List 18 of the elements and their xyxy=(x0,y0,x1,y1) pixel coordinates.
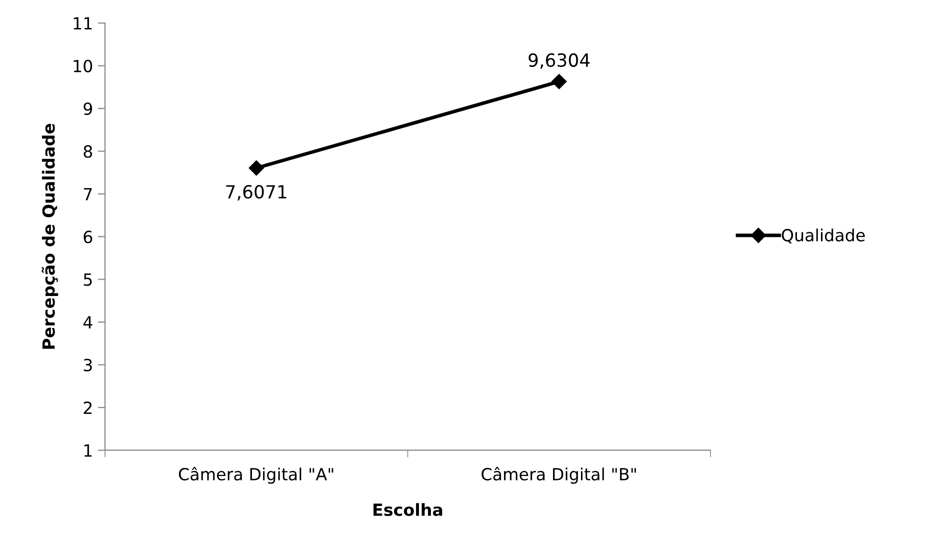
y-tick-label: 7 xyxy=(84,188,92,200)
y-tick-label: 9 xyxy=(84,102,92,116)
y-tick-label: 2 xyxy=(84,401,92,414)
legend-label: Qualidade xyxy=(782,228,865,244)
x-axis-title: Escolha xyxy=(374,503,442,516)
x-tick-label: Câmera Digital "B" xyxy=(482,466,636,484)
y-tick-label: 3 xyxy=(84,358,92,372)
y-tick-label: 8 xyxy=(84,145,92,158)
data-label: 7,6071 xyxy=(226,184,286,200)
x-tick-label: Câmera Digital "A" xyxy=(178,466,334,484)
y-tick-label: 1 xyxy=(84,444,92,457)
data-label: 9,6304 xyxy=(528,53,590,69)
y-axis-title: Percepção de Qualidade xyxy=(42,124,58,349)
y-tick-label: 6 xyxy=(84,230,92,244)
y-tick-label: 4 xyxy=(83,316,92,328)
y-tick-label: 11 xyxy=(74,17,92,30)
y-tick-label: 10 xyxy=(74,60,92,72)
y-tick-label: 5 xyxy=(84,274,92,286)
